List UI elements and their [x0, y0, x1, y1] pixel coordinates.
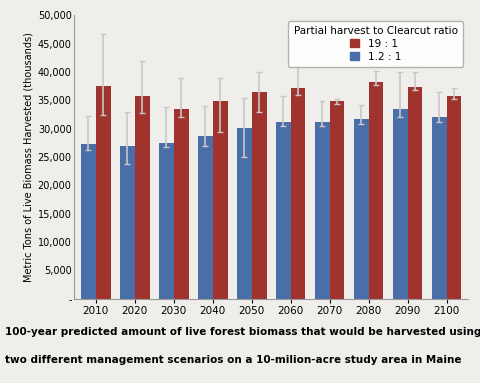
Bar — [237, 128, 252, 299]
Bar — [330, 101, 345, 299]
Text: 100-year predicted amount of live forest biomass that would be harvested using: 100-year predicted amount of live forest… — [5, 327, 480, 337]
Bar — [96, 86, 111, 299]
Bar — [291, 88, 305, 299]
Bar — [120, 146, 135, 299]
Bar — [135, 96, 150, 299]
Bar — [354, 119, 369, 299]
Bar — [393, 109, 408, 299]
Y-axis label: Metric Tons of Live Biomass Harvested (thousands): Metric Tons of Live Biomass Harvested (t… — [24, 32, 34, 282]
Bar — [315, 122, 330, 299]
Bar — [213, 101, 228, 299]
Bar — [252, 92, 266, 299]
Bar — [408, 87, 422, 299]
Bar — [276, 122, 291, 299]
Bar — [446, 97, 461, 299]
Bar — [198, 136, 213, 299]
Bar — [369, 82, 384, 299]
Legend: 19 : 1, 1.2 : 1: 19 : 1, 1.2 : 1 — [288, 21, 463, 67]
Bar — [159, 143, 174, 299]
Bar — [81, 144, 96, 299]
Bar — [432, 117, 446, 299]
Text: two different management scenarios on a 10-milion-acre study area in Maine: two different management scenarios on a … — [5, 355, 461, 365]
Bar — [174, 109, 189, 299]
